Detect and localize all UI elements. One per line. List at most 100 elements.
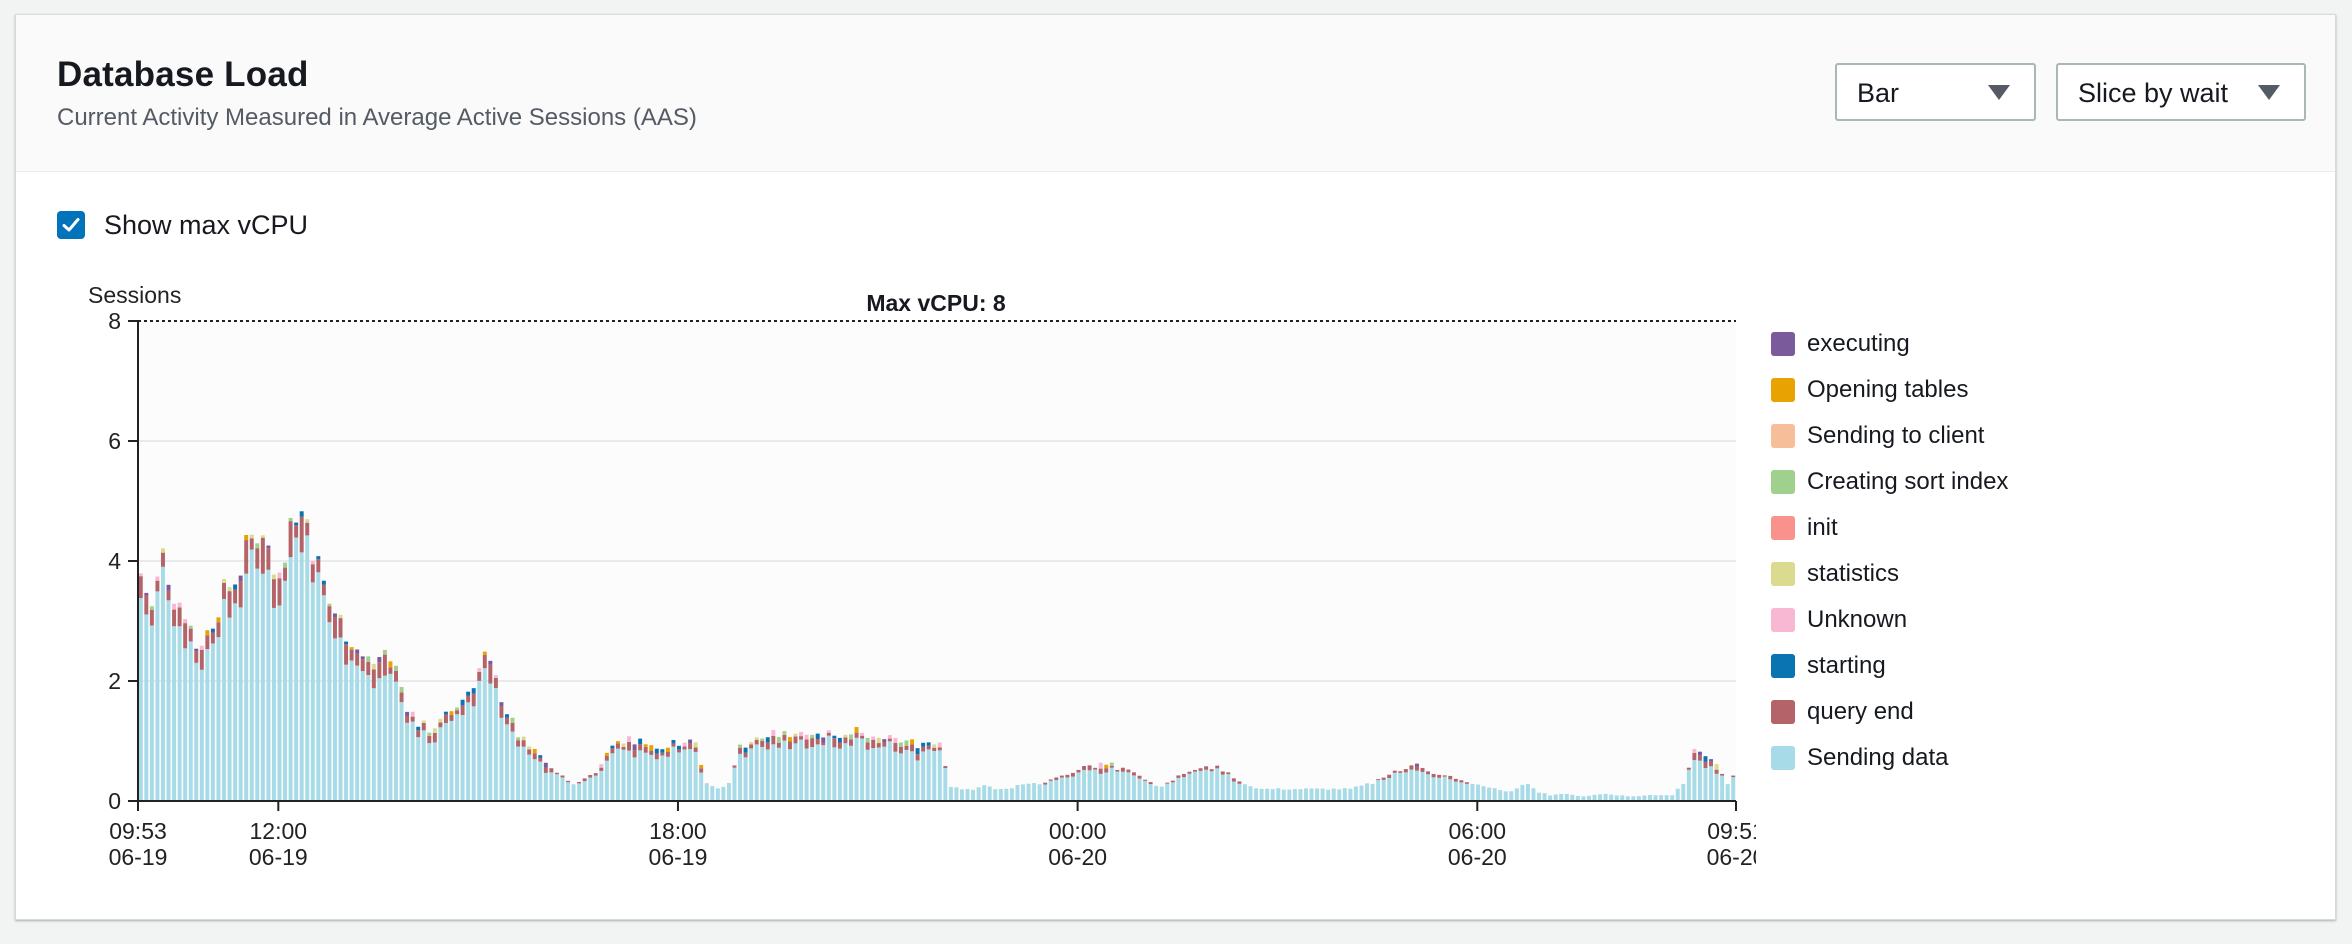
show-max-vcpu-checkbox[interactable] [57,211,85,239]
bar-segment-sending-data [1198,770,1203,801]
bar-segment-sending-data [299,552,304,801]
bar-segment-unknown [682,742,687,747]
bar-segment-sending-data [1298,789,1303,801]
bar-segment-opening-tables [699,764,704,769]
bar-segment-sending-data [1420,771,1425,801]
slice-by-select[interactable]: Slice by wait [2056,63,2306,121]
bar-segment-sending-data [1082,769,1087,801]
bar-segment-sending-data [1370,783,1375,801]
bar-segment-query-end [233,589,238,604]
bar-segment-query-end [921,746,926,752]
bar-segment-starting [471,688,476,694]
bar-segment-query-end [1132,772,1136,776]
bar-segment-starting [321,580,326,585]
show-max-vcpu-label[interactable]: Show max vCPU [104,210,309,240]
bar-segment-sending-data [854,737,859,801]
bar-segment-sending-data [288,557,293,801]
bar-segment-query-end [288,521,293,558]
bar-segment-sending-data [1004,788,1009,801]
bar-segment-sending-data [488,683,493,801]
bar-segment-sending-data [843,743,848,801]
bar-segment-starting [233,584,238,590]
bar-segment-sending-data [948,786,953,801]
bar-segment-query-end [937,747,942,751]
y-tick-label: 2 [108,668,121,694]
bar-segment-sending-data [1353,786,1358,801]
bar-segment-query-end [227,591,232,618]
bar-segment-query-end [887,738,892,742]
bar-segment-sending-data [1043,784,1048,801]
bar-segment-sending-data [654,759,659,801]
bar-segment-query-end [1109,765,1114,768]
bar-segment-unknown [1098,762,1103,769]
bar-segment-query-end [543,767,548,773]
bar-segment-sending-data [1514,788,1519,801]
bar-segment-query-end [1104,768,1109,773]
bar-segment-query-end [566,780,570,783]
x-tick-date: 06-19 [109,844,168,870]
bar-segment-sending-data [255,568,260,801]
bar-segment-sending-data [1048,780,1053,801]
bar-segment-query-end [932,747,937,751]
bar-segment-query-end [527,749,532,755]
bar-segment-query-end [321,584,326,596]
bar-segment-sending-data [726,783,731,801]
bar-segment-sending-data [1648,794,1652,801]
bar-segment-sending-data [266,569,271,801]
bar-segment-sending-data [1681,784,1686,801]
bar-segment-unknown [177,602,182,608]
bar-segment-query-end [194,651,199,663]
bar-segment-query-end [1076,769,1081,773]
bar-segment-sending-data [155,591,160,801]
bar-segment-unknown [155,576,160,581]
x-tick-time: 12:00 [250,818,308,844]
bar-segment-sending-data [499,717,504,801]
bar-segment-sending-data [710,786,715,801]
bar-segment-unknown [771,730,776,736]
bar-segment-opening-tables [643,744,648,747]
legend-label: query end [1807,698,1914,725]
bar-segment-query-end [360,659,365,672]
bar-segment-query-end [299,516,304,553]
panel-header: Database Load Current Activity Measured … [16,15,2335,172]
bar-segment-opening-tables [615,741,620,744]
bar-segment-sending-data [1720,775,1725,801]
bar-segment-query-end [382,654,387,676]
bar-segment-sending-data [1470,783,1475,801]
bar-segment-sending-data [538,761,543,801]
bar-segment-query-end [865,742,870,750]
bar-segment-query-end [1065,774,1070,778]
bar-segment-sending-data [1609,794,1614,801]
bar-segment-query-end [355,653,360,666]
bar-segment-sending-data [1204,769,1209,801]
bar-segment-sending-data [360,671,365,801]
bar-segment-starting [921,742,926,747]
chart-type-select[interactable]: Bar [1835,63,2036,121]
bar-segment-sending-data [382,675,387,801]
bar-segment-query-end [333,617,337,639]
bar-segment-sending-data [327,622,332,801]
bar-segment-statistics [749,741,754,745]
bar-segment-query-end [765,742,770,750]
bar-segment-unknown [871,736,876,740]
bar-segment-starting [926,742,931,746]
bar-segment-query-end [1237,781,1242,784]
bar-segment-query-end [1165,782,1170,784]
bar-segment-sending-data [144,614,149,801]
bar-segment-opening-tables [205,630,210,636]
bar-segment-sending-data [1359,785,1364,801]
bar-segment-sending-data [1237,783,1242,801]
bar-segment-sending-data [1670,795,1675,801]
bar-segment-unknown [804,734,809,740]
bar-segment-query-end [898,746,903,754]
bar-segment-creating-sort-index [455,707,460,711]
bar-segment-unknown [410,711,415,717]
bar-segment-unknown [183,619,188,624]
bar-segment-sending-data [249,549,254,801]
bar-segment-sending-data [1132,775,1136,801]
x-tick-time: 09:53 [109,818,167,844]
bar-segment-sending-data [1459,782,1464,801]
bar-segment-sending-data [277,605,282,801]
bar-segment-sending-data [832,747,837,801]
bar-segment-executing [821,737,826,743]
